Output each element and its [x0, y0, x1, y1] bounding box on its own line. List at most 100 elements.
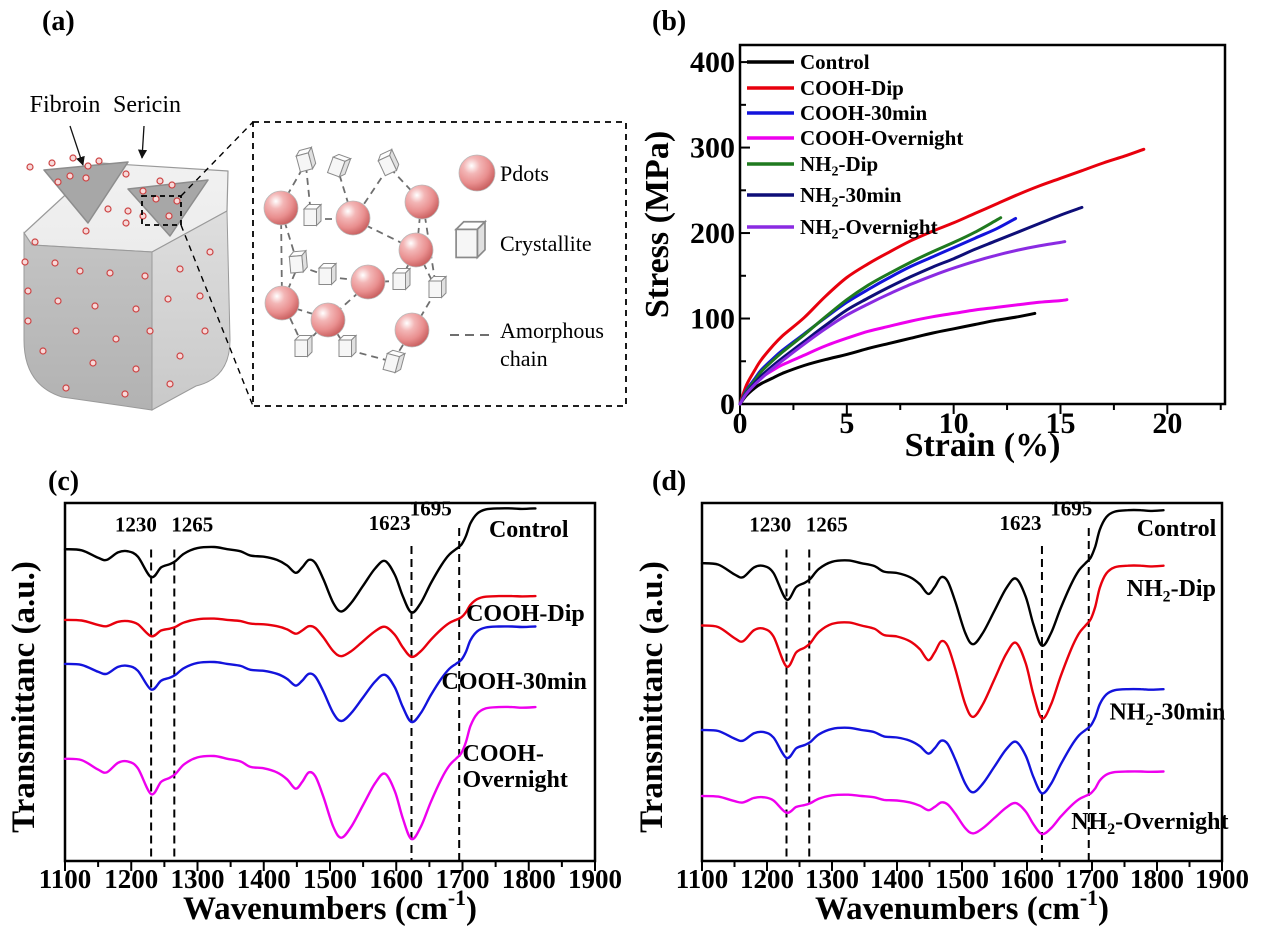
- pdot-dot: [176, 265, 184, 273]
- pdot-dot: [62, 384, 70, 392]
- spectrum-curve-NH2-Overnight: [700, 770, 1165, 836]
- stress-strain-curve-NH2-30min: [738, 205, 1084, 406]
- crystallite-side: [307, 334, 313, 358]
- crystallite-front: [288, 255, 304, 274]
- pdot-dot: [91, 302, 99, 310]
- peak-label-1695: 1695: [1050, 497, 1092, 521]
- crystallite-side: [316, 203, 322, 227]
- x-tick-label: 1700: [436, 864, 490, 894]
- pdot-dot: [76, 267, 84, 275]
- x-tick-label: 10: [939, 407, 969, 440]
- pdot-dot: [104, 205, 112, 213]
- y-tick-label: 0: [720, 388, 735, 421]
- legend-label-COOH-30min: COOH-30min: [800, 101, 927, 125]
- pdot-dot: [24, 287, 32, 295]
- pdot-dot: [95, 157, 103, 165]
- pdot-dot: [21, 258, 29, 266]
- crystallite-front: [377, 154, 398, 177]
- peak-label-1265: 1265: [806, 513, 848, 537]
- pdot-dot: [139, 212, 147, 220]
- pdot-sphere: [335, 200, 371, 236]
- fibroin-core-right: [127, 179, 209, 237]
- peak-label-1230: 1230: [115, 513, 157, 537]
- legend-item-COOH-Dip: COOH-Dip: [747, 76, 904, 100]
- crystallite-icon: [454, 219, 488, 260]
- peak-label-1230: 1230: [749, 513, 791, 537]
- pdot-dot: [82, 174, 90, 182]
- curve-label-COOH-Overnight: Overnight: [463, 767, 568, 793]
- crystallite-front: [294, 339, 308, 357]
- pdot-dot: [31, 238, 39, 246]
- crystallite: [377, 148, 400, 177]
- panel-c-tag: (c): [48, 466, 80, 497]
- x-axis-title: Wavenumbers (cm-1): [815, 886, 1109, 927]
- panel-a-tag: (a): [42, 6, 75, 37]
- pdot-dot: [201, 327, 209, 335]
- pdot-dot: [176, 352, 184, 360]
- pdot-dot: [206, 248, 214, 256]
- crystallite-side: [405, 267, 411, 291]
- x-tick-label: 1800: [502, 864, 556, 894]
- pdot-sphere: [398, 232, 434, 268]
- crystallite-side: [441, 275, 447, 299]
- spectrum-curve-NH2-30min: [700, 687, 1165, 795]
- pdot-dot: [168, 181, 176, 189]
- x-tick-label: 20: [1152, 407, 1182, 440]
- curve-label-NH2-Overnight: NH2-Overnight: [1071, 809, 1228, 838]
- pdot-dot: [72, 327, 80, 335]
- pdot-dot: [112, 335, 120, 343]
- amorphous-chain: [280, 165, 305, 207]
- y-tick-label: 100: [690, 303, 735, 336]
- amorphous-chain: [337, 169, 353, 217]
- crystallite: [317, 262, 338, 286]
- crystallite: [391, 267, 412, 291]
- x-tick-label: 1400: [870, 864, 924, 894]
- pdot-dot: [89, 359, 97, 367]
- x-tick-label: 1800: [1130, 864, 1184, 894]
- legend-label-NH2-Dip: NH2-Dip: [800, 152, 878, 180]
- x-tick-label: 1200: [104, 864, 158, 894]
- pdot-dot: [84, 162, 92, 170]
- block-left-face: [23, 231, 153, 411]
- legend-label-NH2-Overnight: NH2-Overnight: [800, 215, 938, 243]
- peak-label-1623: 1623: [369, 511, 411, 535]
- amorphous-legend-label: Amorphous: [500, 318, 604, 343]
- crystallite-side: [351, 334, 357, 358]
- crystallite-side: [331, 262, 337, 286]
- pdot-dot: [196, 292, 204, 300]
- pdot-dot: [54, 297, 62, 305]
- crystallite-front: [382, 352, 400, 374]
- curve-label-COOH-Dip: COOH-Dip: [466, 601, 585, 627]
- pdot-sphere: [263, 190, 299, 226]
- sericin-arrow: [137, 125, 148, 159]
- pdot-dot: [166, 380, 174, 388]
- pdot-dot: [173, 197, 181, 205]
- block-right-face: [151, 210, 231, 411]
- peak-label-1695: 1695: [410, 497, 452, 521]
- x-tick-label: 1100: [39, 864, 92, 894]
- plot-frame: [738, 43, 1227, 406]
- crystallite: [288, 249, 308, 274]
- crystallite: [295, 146, 317, 173]
- amorphous-legend-label: chain: [500, 346, 548, 371]
- pdot-dot: [139, 187, 147, 195]
- zoom-square: [141, 195, 182, 226]
- legend-label-NH2-30min: NH2-30min: [800, 183, 902, 211]
- crystallite: [326, 153, 352, 178]
- y-axis-title: Transmittanc (a.u.): [6, 561, 42, 833]
- pdot-sphere: [394, 312, 430, 348]
- legend-item-NH2-30min: NH2-30min: [747, 183, 902, 211]
- pdot-dot: [164, 295, 172, 303]
- pdot-dot: [132, 305, 140, 313]
- pdot-dot: [165, 212, 173, 220]
- pdot-dot: [156, 177, 164, 185]
- x-axis-title: Strain (%): [905, 427, 1061, 464]
- pdot-icon: [458, 154, 496, 192]
- x-tick-label: 1900: [568, 864, 622, 894]
- panel-d-tag: (d): [652, 466, 687, 497]
- pdot-dot: [124, 207, 132, 215]
- crystallite-front: [295, 152, 314, 173]
- x-tick-label: 1900: [1195, 864, 1249, 894]
